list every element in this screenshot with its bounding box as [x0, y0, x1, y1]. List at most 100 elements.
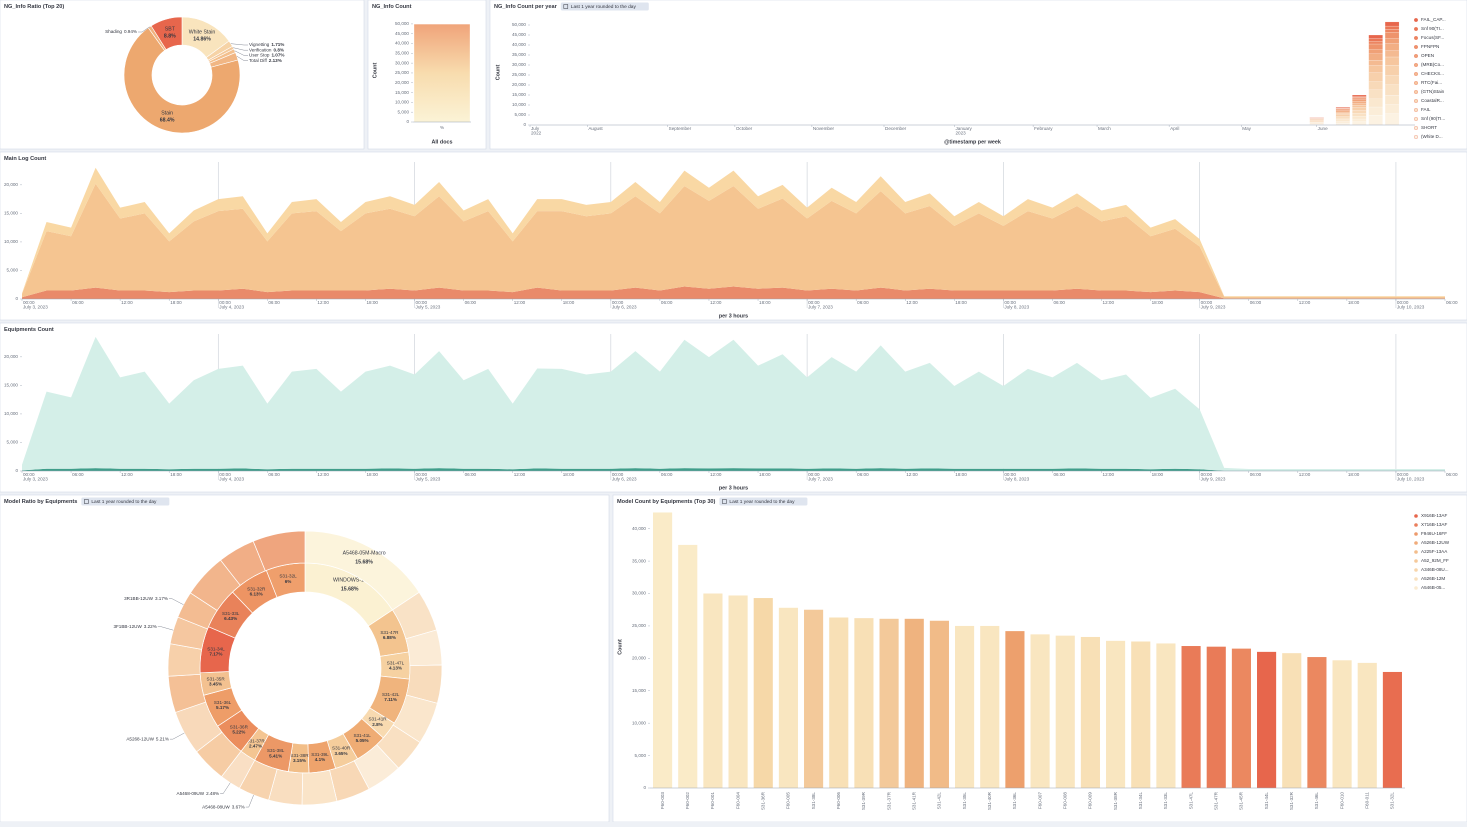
- x-tick-label: 12:00: [1299, 300, 1311, 305]
- legend-label: FPNFPN: [1421, 44, 1439, 49]
- x-tick-label: F60-006: [836, 792, 841, 810]
- x-tick-label: %: [440, 125, 444, 130]
- time-badge-text: Last 1 year rounded to the day: [729, 499, 795, 505]
- x-tick-label: March: [1098, 126, 1111, 131]
- date-label: July 4, 2023: [219, 477, 244, 482]
- bar: [1257, 652, 1276, 788]
- bar-segment: [1385, 26, 1399, 29]
- date-label: July 6, 2023: [612, 477, 637, 482]
- x-tick-label: S31-42L: [937, 792, 942, 810]
- legend-swatch: [1414, 36, 1418, 40]
- x-tick-label: F60-003: [660, 792, 665, 810]
- bar: [1358, 663, 1377, 788]
- x-tick-label: F60-001: [710, 792, 715, 810]
- y-tick-label: 20,000: [395, 80, 409, 85]
- bar-segment: [1352, 105, 1366, 107]
- legend-label: Focus(SF...: [1421, 35, 1444, 40]
- bar-segment: [1310, 123, 1324, 124]
- label: 3R1BB-12UW: [124, 596, 154, 601]
- label: A5468-09UW: [177, 791, 205, 796]
- y-axis-title: Count: [372, 63, 378, 79]
- bar-segment: [1385, 38, 1399, 43]
- panel-title: Model Count by Equipments (Top 30): [617, 499, 716, 505]
- bar-segment: [1385, 85, 1399, 95]
- y-tick-label: 15,000: [4, 383, 18, 388]
- y-tick-label: 15,000: [512, 92, 526, 97]
- bar: [854, 618, 873, 788]
- bar-segment: [1336, 109, 1350, 110]
- bar-segment: [1385, 104, 1399, 113]
- bar-segment: [1369, 82, 1383, 90]
- y-tick-label: 30,000: [395, 60, 409, 65]
- segment-value: 2.47%: [249, 744, 262, 749]
- legend-label: CHECKS...: [1421, 71, 1444, 76]
- segment-label: A5468-05M-Macro: [343, 551, 386, 557]
- x-tick-label: S31-46L: [1314, 792, 1319, 810]
- bar-segment: [1369, 107, 1383, 115]
- bar-segment: [1310, 122, 1324, 123]
- bar: [1156, 643, 1175, 788]
- y-tick-label: 10,000: [4, 239, 18, 244]
- x-tick-label: 00:00: [23, 300, 35, 305]
- x-tick-label: 12:00: [1103, 472, 1115, 477]
- x-tick-label: 12:00: [317, 300, 329, 305]
- legend-swatch: [1414, 108, 1418, 112]
- y-tick-label: 25,000: [512, 72, 526, 77]
- bar: [1282, 653, 1301, 788]
- x-tick-label: 06:00: [857, 472, 869, 477]
- y-tick-label: 45,000: [395, 31, 409, 36]
- x-tick-label: 12:00: [1299, 472, 1311, 477]
- value-label: 3.67%: [232, 804, 245, 809]
- y-tick-label: 15,000: [632, 688, 646, 693]
- x-tick-label: October: [736, 126, 753, 131]
- y-tick-label: 10,000: [395, 100, 409, 105]
- bar-segment: [1369, 60, 1383, 65]
- bar-segment: [1336, 116, 1350, 118]
- date-label: July 3, 2023: [23, 477, 48, 482]
- date-label: July 10, 2023: [1397, 477, 1425, 482]
- bar-segment: [1352, 103, 1366, 105]
- x-tick-label: S31-47R: [1213, 791, 1218, 810]
- bar-segment: [1385, 29, 1399, 32]
- legend-label: FAIL: [1421, 107, 1431, 112]
- date-label: July 8, 2023: [1004, 305, 1029, 310]
- y-tick-label: 5,000: [515, 112, 527, 117]
- x-tick-label: S31-41R: [911, 791, 916, 810]
- legend-swatch: [1414, 568, 1418, 572]
- legend-swatch: [1414, 45, 1418, 49]
- x-tick-label: February: [1034, 126, 1053, 131]
- x-tick-label: S31-32R: [1289, 791, 1294, 810]
- bar: [414, 24, 470, 122]
- bar-segment: [1336, 113, 1350, 114]
- bar-segment: [1352, 108, 1366, 111]
- value-label: 2.48%: [206, 791, 219, 796]
- bar-segment: [1352, 119, 1366, 122]
- bar-segment: [1352, 111, 1366, 114]
- x-tick-label: F60-009: [1088, 792, 1093, 810]
- legend-swatch: [1414, 81, 1418, 85]
- y-tick-label: 0: [15, 468, 18, 473]
- value-label: 5.21%: [156, 736, 169, 741]
- x-tick-label: F60-007: [1037, 792, 1042, 810]
- x-tick-label: 00:00: [1397, 472, 1409, 477]
- x-axis-title: All docs: [432, 139, 453, 145]
- bar: [703, 594, 722, 788]
- segment-value: 6.13%: [250, 592, 263, 597]
- x-tick-label: 18:00: [1348, 472, 1360, 477]
- segment-value: 3.45%: [209, 682, 222, 687]
- legend-label: RTC(Fai...: [1421, 80, 1442, 85]
- y-tick-label: 0: [523, 122, 526, 127]
- bar-segment: [1369, 35, 1383, 39]
- bar: [1031, 634, 1050, 788]
- value-label: 2.13%: [269, 58, 282, 63]
- y-axis-title: Count: [617, 639, 623, 655]
- y-tick-label: 25,000: [395, 70, 409, 75]
- date-label: July 5, 2023: [416, 477, 441, 482]
- bar: [1207, 647, 1226, 788]
- segment-value: 6.43%: [224, 616, 237, 621]
- bar: [829, 618, 848, 788]
- legend-swatch: [1414, 577, 1418, 581]
- bar-segment: [1369, 39, 1383, 42]
- bar-segment: [1352, 97, 1366, 98]
- x-tick-label: S31-38L: [811, 792, 816, 810]
